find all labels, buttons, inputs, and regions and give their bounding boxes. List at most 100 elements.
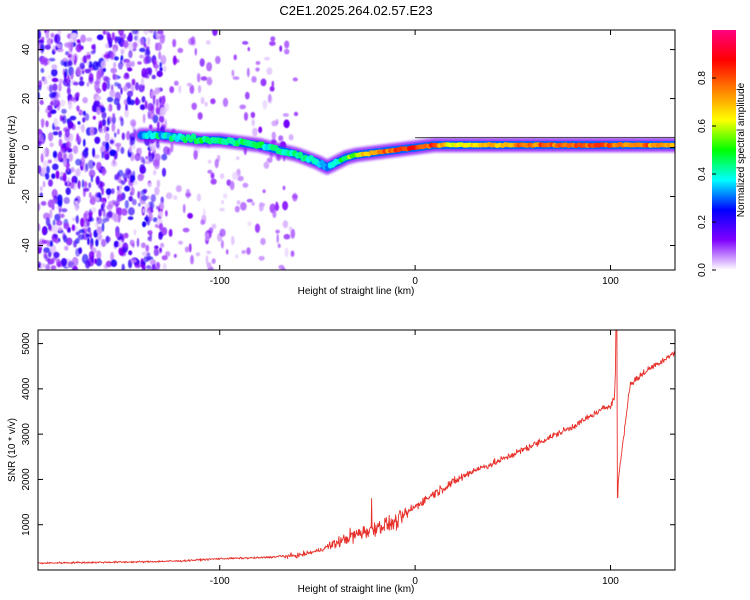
noise-dot: [66, 177, 71, 184]
noise-dot: [282, 201, 289, 211]
noise-dot: [161, 153, 168, 161]
noise-dot: [56, 43, 63, 49]
noise-dot: [40, 68, 45, 73]
snr-axes: -100 0 100 1000 2000 3000 4000 5000: [21, 329, 676, 587]
noise-dot: [66, 166, 70, 173]
noise-dot: [128, 250, 133, 256]
noise-dot: [76, 39, 81, 44]
noise-dot: [75, 248, 81, 257]
noise-dot: [64, 128, 70, 138]
noise-dot: [141, 72, 149, 78]
noise-dot: [210, 178, 217, 185]
noise-dot: [236, 200, 241, 205]
noise-dot: [214, 158, 219, 169]
noise-dot: [130, 83, 135, 93]
noise-dot: [159, 34, 165, 44]
noise-dot: [62, 157, 68, 167]
noise-dot: [85, 260, 91, 269]
noise-dot: [283, 233, 291, 240]
noise-dot: [110, 188, 115, 195]
snr-panel: -100 0 100 1000 2000 3000 4000 5000 Height of s…: [7, 329, 676, 595]
noise-dot: [153, 64, 160, 69]
noise-dot: [210, 98, 216, 105]
noise-dot: [96, 233, 103, 241]
noise-dot: [109, 139, 114, 144]
noise-dot: [91, 207, 97, 213]
noise-dot: [137, 61, 142, 65]
noise-dot: [140, 156, 145, 163]
noise-dot: [156, 205, 159, 210]
noise-dot: [99, 120, 103, 130]
noise-dot: [52, 131, 59, 136]
noise-dot: [222, 97, 229, 107]
noise-dot: [48, 258, 55, 265]
noise-dot: [75, 158, 82, 166]
noise-dot: [112, 113, 115, 118]
noise-dot: [165, 210, 168, 217]
chart-title: C2E1.2025.264.02.57.E23: [279, 3, 432, 18]
noise-dot: [136, 237, 140, 248]
noise-dot: [161, 255, 168, 261]
snr-x-tick-label: 100: [602, 576, 619, 587]
noise-dot: [206, 61, 213, 72]
noise-dot: [156, 179, 161, 188]
noise-dot: [64, 68, 68, 78]
noise-dot: [40, 44, 45, 52]
noise-dot: [63, 222, 70, 230]
noise-dot: [61, 258, 67, 267]
noise-dot: [219, 173, 225, 180]
noise-dot: [271, 120, 278, 127]
noise-dot: [99, 106, 106, 113]
noise-dot: [268, 93, 272, 103]
noise-dot: [161, 167, 167, 177]
noise-dot: [159, 202, 165, 210]
noise-dot: [87, 237, 90, 246]
noise-dot: [157, 30, 164, 35]
noise-dot: [292, 192, 298, 202]
noise-dot: [38, 133, 45, 142]
noise-dot: [131, 78, 136, 86]
noise-dot: [76, 66, 81, 76]
noise-dot: [100, 60, 107, 69]
noise-dot: [58, 78, 64, 85]
noise-dot: [210, 172, 215, 179]
noise-dot: [105, 141, 110, 152]
noise-dot: [195, 252, 201, 257]
noise-dot: [146, 265, 152, 270]
noise-dot: [137, 173, 144, 182]
noise-dot: [66, 87, 71, 95]
noise-dot: [182, 203, 186, 214]
noise-dot: [169, 86, 175, 94]
colorbar-ticks: 0.0 0.2 0.4 0.6 0.8: [697, 71, 716, 277]
noise-dot: [61, 108, 67, 114]
colorbar: 0.0 0.2 0.4 0.6 0.8 Normalized spectral ampl…: [697, 30, 747, 277]
noise-dot: [75, 44, 82, 53]
noise-dot: [233, 54, 237, 61]
noise-dot: [80, 34, 86, 43]
noise-dot: [38, 241, 43, 248]
noise-dot: [105, 188, 112, 196]
noise-dot: [48, 179, 53, 187]
noise-dot: [112, 73, 116, 80]
noise-dot: [200, 96, 205, 105]
noise-dot: [104, 42, 110, 49]
spectrogram-y-tick-label: 20: [21, 93, 32, 105]
noise-dot: [128, 50, 133, 59]
noise-dot: [71, 54, 76, 62]
noise-dot: [51, 68, 58, 77]
noise-dot: [274, 204, 280, 211]
noise-dot: [102, 30, 106, 35]
noise-dot: [79, 62, 85, 69]
noise-dot: [131, 30, 139, 35]
noise-dot: [130, 178, 134, 183]
noise-dot: [88, 169, 96, 178]
noise-dot: [271, 131, 276, 141]
noise-dot: [42, 147, 47, 158]
noise-dot: [58, 226, 63, 232]
noise-dot: [51, 77, 59, 83]
noise-dot: [113, 200, 120, 207]
noise-dot: [67, 60, 73, 67]
noise-dot: [141, 263, 146, 270]
noise-dot: [61, 208, 68, 213]
noise-dot: [88, 192, 92, 199]
